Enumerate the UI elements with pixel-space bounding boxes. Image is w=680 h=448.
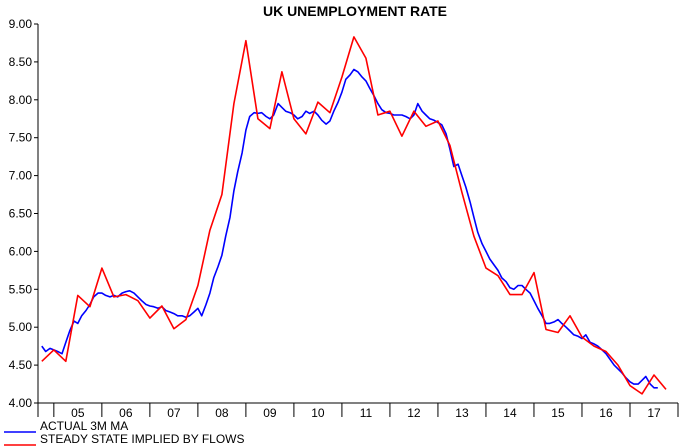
x-tick-label: 15	[551, 406, 565, 420]
y-tick-label: 4.00	[9, 396, 33, 410]
x-tick-label: 10	[311, 406, 325, 420]
axes	[37, 24, 678, 417]
x-tick-label: 12	[407, 406, 421, 420]
x-tick-label: 05	[71, 406, 85, 420]
x-tick-label: 08	[215, 406, 229, 420]
x-tick-label: 11	[360, 406, 373, 420]
y-tick-label: 4.50	[9, 358, 33, 372]
y-axis-ticks: 4.00 4.50 5.00 5.50 6.00 6.50 7.00 7.50 8.00 8.50…	[9, 17, 38, 410]
series-line-actual	[41, 68, 658, 389]
x-tick-label: 07	[167, 406, 181, 420]
y-tick-label: 7.00	[9, 169, 33, 183]
x-tick-label: 16	[599, 406, 613, 420]
series-lines	[41, 36, 667, 395]
y-tick-label: 5.50	[9, 282, 33, 296]
legend-label-actual: ACTUAL 3M MA	[40, 419, 128, 433]
series-line-steady	[41, 36, 667, 395]
chart-title: UK UNEMPLOYMENT RATE	[263, 3, 447, 19]
x-axis-ticks: 05 06 07 08 09 10 11 12 13 14 15 16 17	[53, 403, 679, 420]
y-tick-label: 8.50	[9, 55, 33, 69]
y-tick-label: 7.50	[9, 131, 33, 145]
x-tick-label: 09	[263, 406, 277, 420]
y-tick-label: 6.00	[9, 244, 33, 258]
y-tick-label: 9.00	[9, 17, 33, 31]
x-tick-label: 13	[455, 406, 469, 420]
x-tick-label: 06	[119, 406, 133, 420]
y-tick-label: 8.00	[9, 93, 33, 107]
legend-label-steady: STEADY STATE IMPLIED BY FLOWS	[40, 432, 245, 446]
x-tick-label: 17	[647, 406, 661, 420]
y-tick-label: 5.00	[9, 320, 33, 334]
y-tick-label: 6.50	[9, 207, 33, 221]
x-tick-label: 14	[503, 406, 517, 420]
